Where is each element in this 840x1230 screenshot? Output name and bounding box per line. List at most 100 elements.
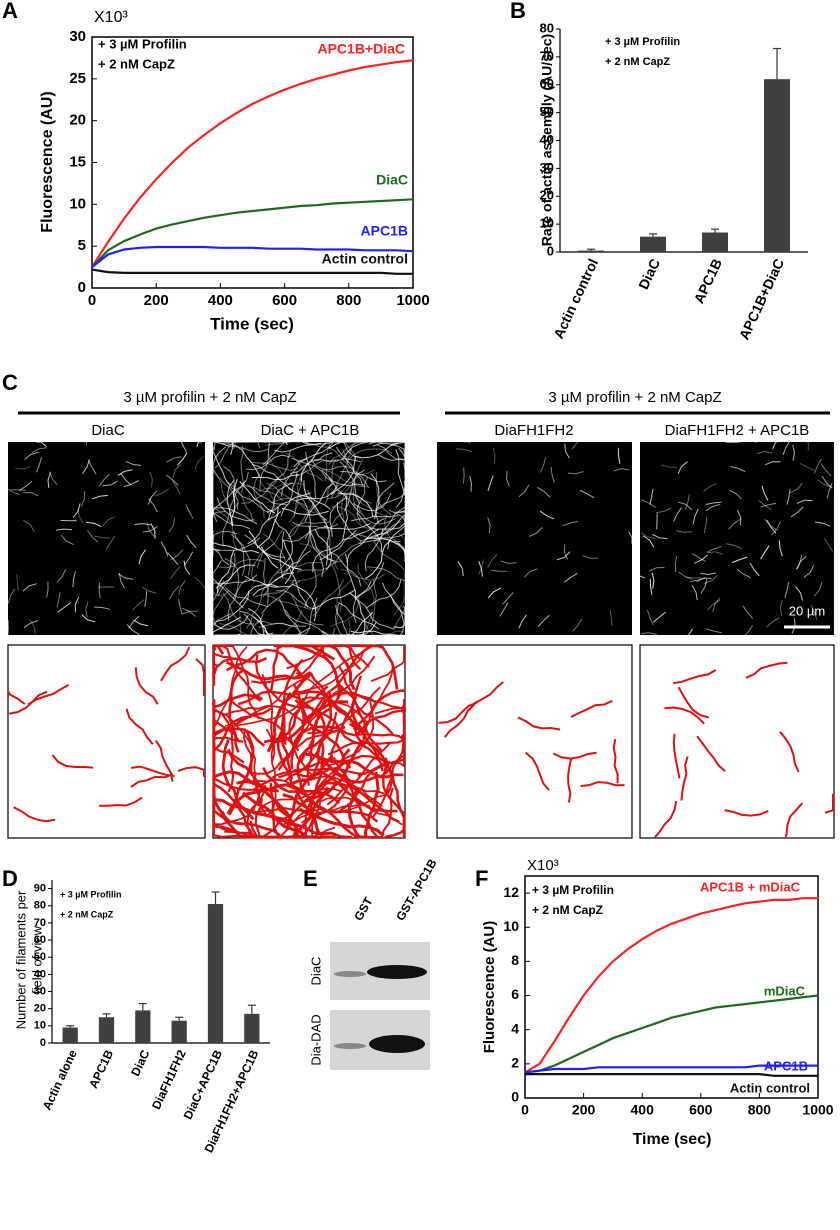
- filament: [342, 493, 349, 542]
- filament: [640, 632, 657, 635]
- x-tick-label: Actin control: [550, 256, 601, 341]
- traced-filament: [252, 756, 336, 792]
- filament: [48, 471, 58, 486]
- traced-filament: [673, 669, 717, 685]
- filament: [142, 526, 158, 533]
- filament: [239, 481, 283, 501]
- filament: [388, 509, 406, 535]
- traced-filament: [326, 741, 392, 806]
- y-tick-label: 0: [511, 1089, 519, 1105]
- traced-filament: [130, 773, 174, 788]
- filament: [649, 567, 665, 572]
- filament: [311, 589, 356, 610]
- traced-filament: [309, 671, 364, 745]
- scale-label: X10³: [527, 857, 559, 874]
- filament: [353, 492, 392, 512]
- annotation: + 2 nM CapZ: [98, 56, 175, 71]
- filament: [463, 467, 465, 484]
- filament: [328, 476, 361, 514]
- traced-filament: [567, 757, 573, 803]
- filament: [227, 578, 248, 621]
- filament: [250, 613, 264, 636]
- filament: [251, 474, 299, 481]
- filament: [342, 622, 377, 636]
- traced-filament: [99, 796, 143, 807]
- filament: [790, 506, 804, 518]
- filament: [212, 583, 223, 596]
- filament: [81, 459, 90, 475]
- filament: [268, 442, 288, 485]
- image-label: DiaC: [91, 422, 125, 439]
- filament: [246, 484, 289, 506]
- filament: [826, 482, 833, 499]
- filament: [298, 597, 318, 636]
- traced-filament: [570, 699, 613, 718]
- filament: [350, 630, 398, 636]
- filament: [165, 474, 179, 486]
- filament: [556, 551, 571, 561]
- band: [369, 1035, 425, 1053]
- bar: [640, 236, 666, 252]
- filament: [166, 456, 182, 463]
- filament: [563, 572, 578, 583]
- filament: [275, 590, 319, 610]
- y-tick-label: 8: [511, 952, 519, 968]
- filament: [230, 441, 243, 455]
- filament: [72, 571, 76, 588]
- traced-filament: [307, 750, 385, 795]
- filament: [290, 594, 324, 626]
- traced-filament: [266, 674, 311, 753]
- y-tick-label: 90: [34, 882, 46, 894]
- traced-filament: [298, 649, 368, 708]
- filament: [251, 463, 292, 491]
- filament: [279, 530, 285, 579]
- traced-filament: [257, 788, 343, 812]
- bar: [98, 1017, 115, 1043]
- filament: [364, 622, 405, 636]
- filament: [704, 574, 719, 585]
- filament: [313, 579, 345, 617]
- filament: [259, 443, 270, 490]
- y-tick-label: 6: [511, 986, 519, 1002]
- filament: [357, 600, 395, 630]
- traced-filament: [195, 658, 205, 696]
- traced-filament: [160, 646, 191, 682]
- filament: [364, 514, 405, 541]
- y-tick-label: 20: [540, 188, 554, 203]
- filament: [261, 579, 295, 615]
- filament: [726, 543, 742, 549]
- filament: [251, 462, 298, 471]
- traced-filament: [664, 706, 705, 725]
- filament: [238, 583, 279, 605]
- filament: [640, 532, 656, 539]
- traced-filament: [552, 751, 597, 760]
- series-line: [524, 897, 818, 1074]
- filament: [528, 527, 543, 537]
- filament: [524, 568, 538, 578]
- filament: [169, 565, 181, 580]
- filament: [810, 604, 818, 621]
- annotation: + 3 µM Profilin: [98, 36, 187, 51]
- filament: [639, 575, 645, 579]
- y-tick-label: 10: [503, 918, 519, 934]
- traced-filament: [696, 735, 726, 773]
- filament: [244, 575, 291, 588]
- filament: [789, 482, 803, 494]
- filament: [212, 446, 227, 480]
- filament: [80, 491, 85, 507]
- traced-filament: [214, 708, 235, 793]
- row-label: Dia-DAD: [308, 1014, 323, 1065]
- filament: [216, 591, 250, 622]
- filament: [267, 482, 293, 521]
- filament: [94, 606, 110, 610]
- filament: [784, 582, 789, 598]
- traced-filament: [779, 731, 800, 773]
- panel-label: E: [303, 866, 318, 891]
- x-axis-label: Time (sec): [633, 1131, 712, 1148]
- filament: [490, 569, 507, 572]
- filament: [281, 507, 329, 516]
- filament: [707, 599, 720, 611]
- traced-filament: [213, 710, 257, 777]
- series-line: [91, 245, 414, 268]
- series-line: [91, 59, 414, 268]
